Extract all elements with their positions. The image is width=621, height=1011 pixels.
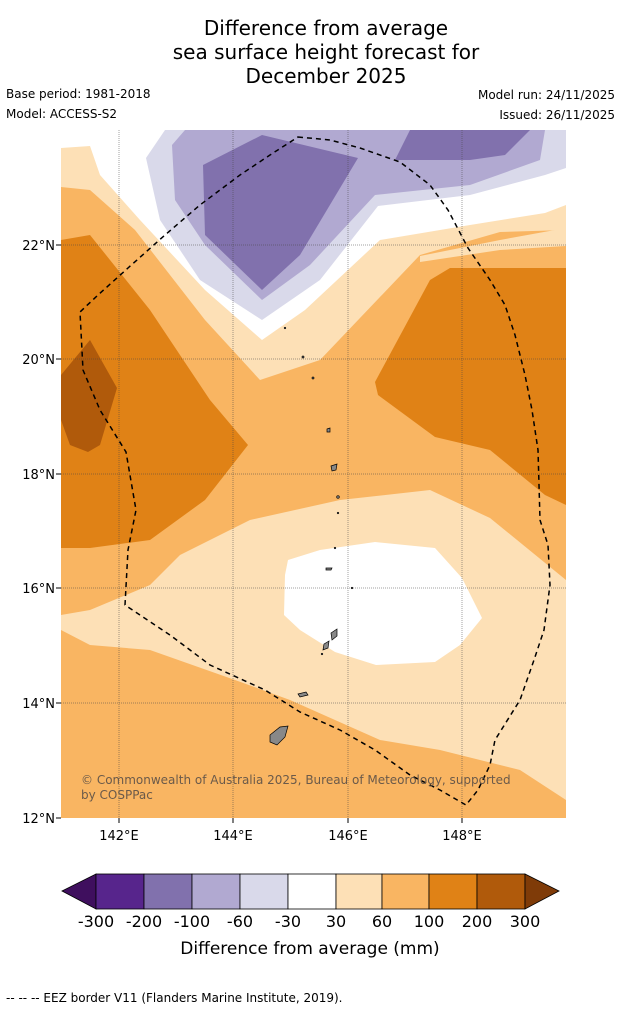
island-tinian [322, 640, 330, 651]
lat-label-12n: 12°N [22, 812, 55, 827]
colorbar [61, 873, 560, 910]
colorbar-tick: 60 [372, 912, 392, 931]
island-guguan [333, 546, 337, 550]
colorbar-bin-4 [239, 873, 289, 910]
title-line-2: sea surface height forecast for [172, 40, 480, 64]
island-pagan [330, 463, 338, 472]
island-maug [301, 355, 305, 359]
contour-neg100-neg200-east [395, 130, 530, 160]
lat-label-22n: 22°N [22, 239, 55, 254]
colorbar-bin-9 [476, 873, 526, 910]
colorbar-tick: -200 [126, 912, 162, 931]
issued-date: Issued: 26/11/2025 [499, 108, 615, 122]
lat-label-14n: 14°N [22, 697, 55, 712]
map-title: Difference from average sea surface heig… [0, 16, 621, 88]
colorbar-bin-7 [381, 873, 430, 910]
colorbar-tick: 200 [462, 912, 493, 931]
colorbar-bin-1 [95, 873, 145, 910]
model-name: Model: ACCESS-S2 [6, 107, 118, 121]
contour-neg100-neg200-west [203, 135, 358, 290]
colorbar-ticks: -300 -200 -100 -60 -30 30 60 100 200 300 [78, 912, 540, 931]
island-alamagan [336, 495, 340, 499]
copyright-notice: © Commonwealth of Australia 2025, Bureau… [81, 773, 511, 802]
island-anatahan [325, 567, 333, 571]
lat-labels: 22°N 20°N 18°N 16°N 14°N 12°N [22, 239, 55, 827]
island-saipan [330, 628, 338, 641]
colorbar-tick: -30 [275, 912, 301, 931]
copyright-line-1: © Commonwealth of Australia 2025, Bureau… [81, 773, 511, 787]
contour-200-300-west [61, 340, 117, 452]
island-rota [297, 691, 309, 698]
colorbar-bin-2 [143, 873, 193, 910]
colorbar-tick: -100 [174, 912, 210, 931]
axis-ticks [56, 244, 463, 823]
base-period: Base period: 1981-2018 [6, 87, 151, 101]
island-aguijan [320, 652, 324, 656]
eez-border [79, 136, 551, 806]
graticule [61, 130, 566, 818]
lon-label-148e: 148°E [442, 829, 482, 844]
colorbar-tick: 100 [414, 912, 445, 931]
colorbar-extend-low [61, 873, 97, 910]
colorbar-tick: -300 [78, 912, 114, 931]
colorbar-label: Difference from average (mm) [180, 939, 439, 959]
lon-label-142e: 142°E [99, 829, 139, 844]
colorbar-bin-3 [191, 873, 241, 910]
colorbar-bin-8 [428, 873, 478, 910]
colorbar-tick: -60 [227, 912, 253, 931]
copyright-line-2: by COSPPac [81, 788, 153, 802]
island-sarigan [336, 511, 340, 515]
island-agrihan [326, 427, 331, 433]
contour-100-200-east [375, 268, 566, 505]
island-farallon-medinilla [350, 586, 354, 590]
title-line-3: December 2025 [245, 64, 407, 88]
lon-label-144e: 144°E [213, 829, 253, 844]
island-asuncion [311, 376, 315, 380]
colorbar-extend-high [524, 873, 560, 910]
island-farallon [283, 326, 287, 330]
lon-label-146e: 146°E [328, 829, 368, 844]
colorbar-bin-5 [287, 873, 337, 910]
lon-labels: 142°E 144°E 146°E 148°E [99, 829, 482, 844]
model-run: Model run: 24/11/2025 [477, 88, 615, 102]
lat-label-16n: 16°N [22, 582, 55, 597]
islands [269, 326, 354, 746]
colorbar-bin-6 [335, 873, 383, 910]
island-guam [269, 725, 289, 746]
contour-100-200-west [61, 235, 248, 548]
title-line-1: Difference from average [203, 16, 449, 40]
eez-footnote: -- -- -- EEZ border V11 (Flanders Marine… [6, 991, 343, 1005]
lat-label-18n: 18°N [22, 468, 55, 483]
colorbar-tick: 300 [510, 912, 541, 931]
lat-label-20n: 20°N [22, 353, 55, 368]
colorbar-tick: 30 [326, 912, 346, 931]
